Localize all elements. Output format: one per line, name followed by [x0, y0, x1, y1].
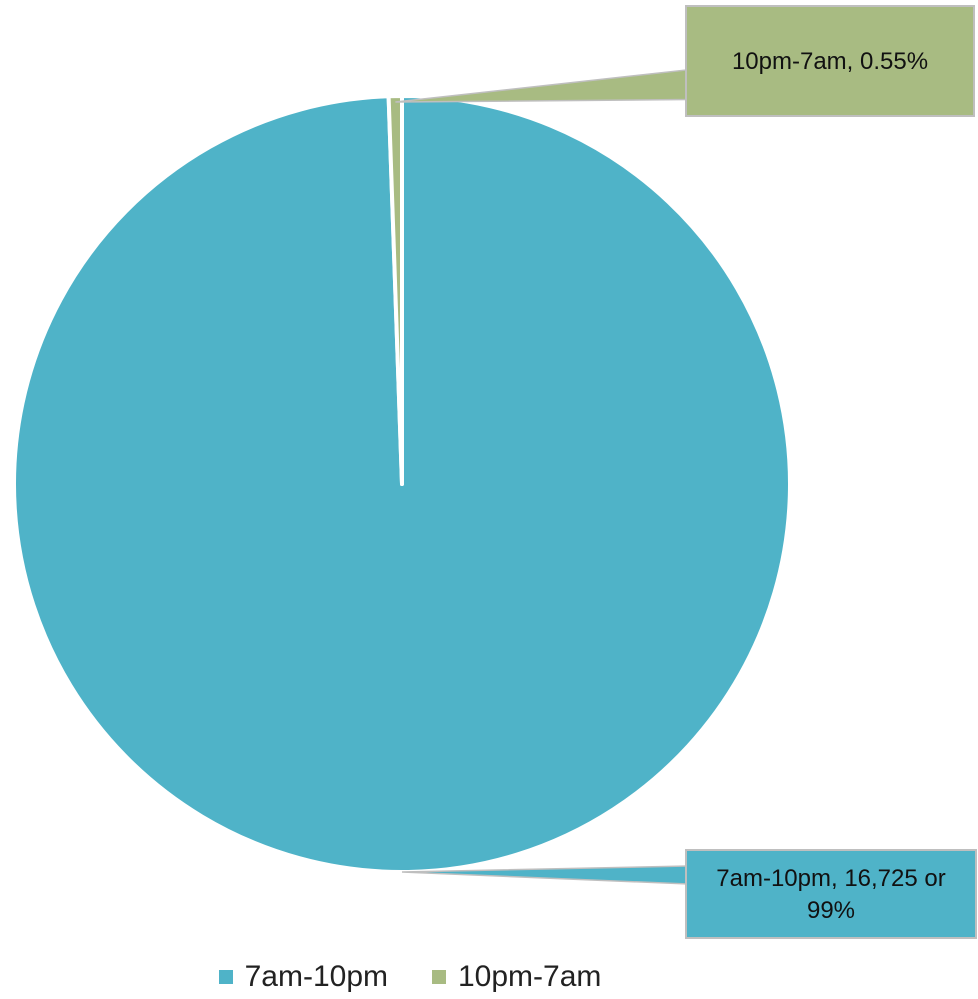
leader-line — [395, 68, 689, 103]
data-label-text: 10pm-7am, 0.55% — [732, 48, 928, 75]
data-label-10pm-7am: 10pm-7am, 0.55% — [395, 5, 975, 117]
legend-item-10pm-7am: 10pm-7am — [432, 960, 601, 994]
data-labels: 10pm-7am, 0.55% 7am-10pm, 16,725 or 99% — [395, 5, 977, 939]
legend: 7am-10pm 10pm-7am — [0, 955, 820, 999]
pie-slices — [12, 94, 792, 874]
legend-swatch-7am-10pm — [218, 970, 233, 984]
legend-label: 7am-10pm — [244, 960, 388, 993]
legend-label: 10pm-7am — [458, 960, 602, 993]
legend-item-7am-10pm: 7am-10pm — [218, 960, 388, 994]
data-label-box — [685, 849, 977, 939]
legend-swatch-10pm-7am — [432, 970, 446, 984]
data-label-7am-10pm: 7am-10pm, 16,725 or 99% — [401, 849, 977, 939]
pie-slice-10pm-7am — [386, 94, 404, 486]
data-label-text: 7am-10pm, 16,725 or — [716, 865, 945, 892]
data-label-box — [685, 5, 975, 117]
data-label-text: 99% — [807, 897, 855, 924]
